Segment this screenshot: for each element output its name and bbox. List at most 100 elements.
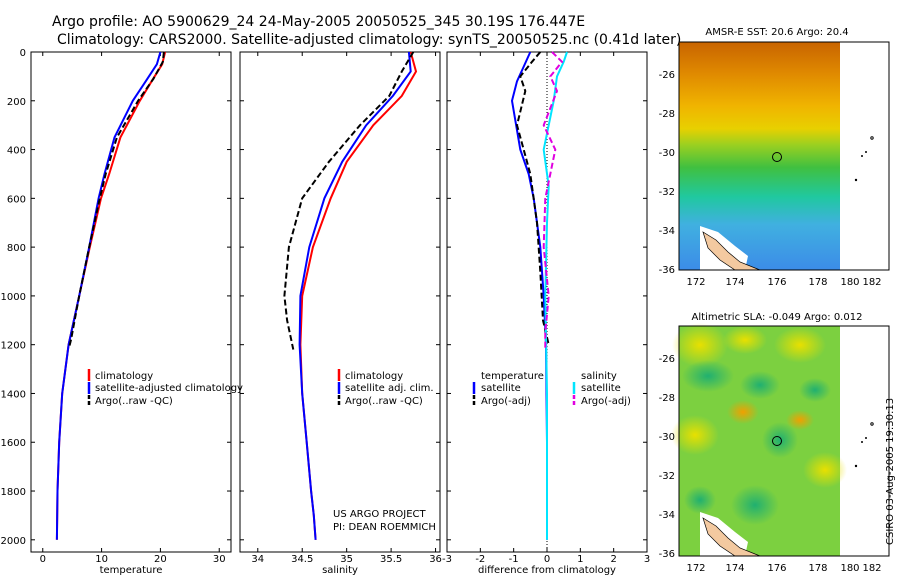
depth-tick-label: 1400 [1,389,26,400]
x-tick-label: -3 [442,554,452,565]
map-lat-tick-label: -36 [659,265,675,276]
x-tick-label: 10 [95,554,108,565]
depth-tick-label: 200 [7,97,26,108]
temperature-legend: climatology satellite-adjusted climatolo… [87,369,243,407]
map-lon-tick-label: 182 [862,563,881,574]
x-tick-label: 20 [154,554,167,565]
series-line-climatology [55,51,167,540]
footer-timestamp: CSIRO 03-Aug-2005 19:30:13 [885,398,896,545]
x-tick-label: 36 [429,554,442,565]
x-tick-label: -1 [509,554,519,565]
sst-islands [854,136,874,182]
x-tick-label: 34.5 [291,554,313,565]
map-lon-tick-label: 172 [686,563,705,574]
legend-label-argo: Argo(..raw -QC) [95,396,173,407]
x-tick-label: 35 [340,554,353,565]
x-tick-label: 0 [544,554,550,565]
map-lon-tick-label: 172 [686,277,705,288]
map-lon-tick-label: 180 [840,563,859,574]
figure-title-line2: Climatology: CARS2000. Satellite-adjuste… [57,32,681,48]
map-lat-tick-label: -26 [659,354,675,365]
depth-tick-label: 1200 [1,341,26,352]
legend-label-sal-satellite: satellite [581,383,621,394]
depth-axis-labels: 0 200 400 600 800 1000 1200 1400 1600 1800 2000 [1,48,26,547]
series-line-argo-raw-qc [68,51,165,348]
salinity-panel-frame [239,51,441,553]
salinity-legend: climatology satellite adj. clim. Argo(..… [337,369,434,407]
x-tick-label: 0 [40,554,46,565]
map-lat-tick-label: -32 [659,187,675,198]
x-tick-label: 3 [644,554,650,565]
map-lat-tick-label: -36 [659,549,675,560]
x-tick-label: 2 [610,554,616,565]
map-lat-tick-label: -26 [659,70,675,81]
sla-map-frame [678,325,890,557]
pi-note: PI: DEAN ROEMMICH [333,522,436,533]
series-line-temperature-argo-adj [515,51,550,345]
map-lat-tick-label: -34 [659,510,675,521]
salinity-axis-label: salinity [322,565,358,576]
figure-title-line1: Argo profile: AO 5900629_24 24-May-2005 … [52,14,585,30]
depth-tick-label: 1800 [1,487,26,498]
depth-tick-label: 600 [7,194,26,205]
profile-lines [55,51,568,540]
project-note: US ARGO PROJECT [333,509,427,520]
series-line-salinity-argo-adj [542,51,564,350]
x-tick-label: 1 [577,554,583,565]
legend-label-climatology: climatology [345,371,403,382]
sla-argo-location-marker [772,436,782,446]
depth-tick-label: 400 [7,146,26,157]
series-line-satellite-adj-clim [298,51,412,540]
depth-tick-label: 0 [20,48,26,59]
series-line-argo-raw-qc [283,51,415,350]
map-lon-tick-label: 180 [840,277,859,288]
x-tick-label: 34 [251,554,264,565]
map-lon-tick-label: 174 [725,563,744,574]
legend-label-satellite: satellite-adjusted climatology [95,383,243,394]
map-lon-tick-label: 182 [862,277,881,288]
map-lon-tick-label: 178 [808,277,827,288]
map-lat-tick-label: -30 [659,432,675,443]
difference-axis-label: difference from climatology [478,565,616,576]
temperature-axis-label: temperature [100,565,163,576]
map-lat-tick-label: -30 [659,148,675,159]
legend-head-salinity: salinity [581,371,617,382]
x-tick-label: -2 [475,554,485,565]
map-lon-tick-label: 174 [725,277,744,288]
map-lat-tick-label: -32 [659,471,675,482]
depth-tick-label: 1600 [1,438,26,449]
series-line-climatology [299,51,418,540]
map-lon-tick-label: 176 [767,277,786,288]
legend-head-temperature: temperature [481,371,544,382]
legend-label-temp-argo: Argo(-adj) [481,396,531,407]
salinity-x-ticks: 34 34.5 35 35.5 36 [251,554,442,565]
legend-label-climatology: climatology [95,371,153,382]
map-lon-tick-label: 176 [767,563,786,574]
sla-map-title: Altimetric SLA: -0.049 Argo: 0.012 [692,312,863,323]
tick-marks [31,51,648,552]
legend-label-satellite: satellite adj. clim. [345,383,434,394]
depth-tick-label: 1000 [1,292,26,303]
depth-tick-label: 800 [7,243,26,254]
difference-legend: temperature satellite Argo(-adj) salinit… [472,371,631,407]
temperature-x-ticks: 0 10 20 30 [40,554,226,565]
legend-label-sal-argo: Argo(-adj) [581,396,631,407]
difference-x-ticks: -3 -2 -1 0 1 2 3 [442,554,650,565]
map-lat-tick-label: -28 [659,393,675,404]
depth-tick-label: 2000 [1,536,26,547]
map-lat-tick-label: -34 [659,226,675,237]
sla-anomaly-blobs [671,323,847,525]
x-tick-label: 35.5 [380,554,402,565]
map-lon-tick-label: 178 [808,563,827,574]
legend-label-argo: Argo(..raw -QC) [345,396,423,407]
temperature-panel-frame [30,51,232,553]
sst-argo-location-marker [772,152,782,162]
sla-islands [854,422,874,468]
legend-label-temp-satellite: satellite [481,383,521,394]
map-lat-tick-label: -28 [659,109,675,120]
series-line-satellite-adjusted-climatology [55,51,162,540]
sst-map-frame [678,41,890,271]
sst-map-title: AMSR-E SST: 20.6 Argo: 20.4 [705,27,848,38]
